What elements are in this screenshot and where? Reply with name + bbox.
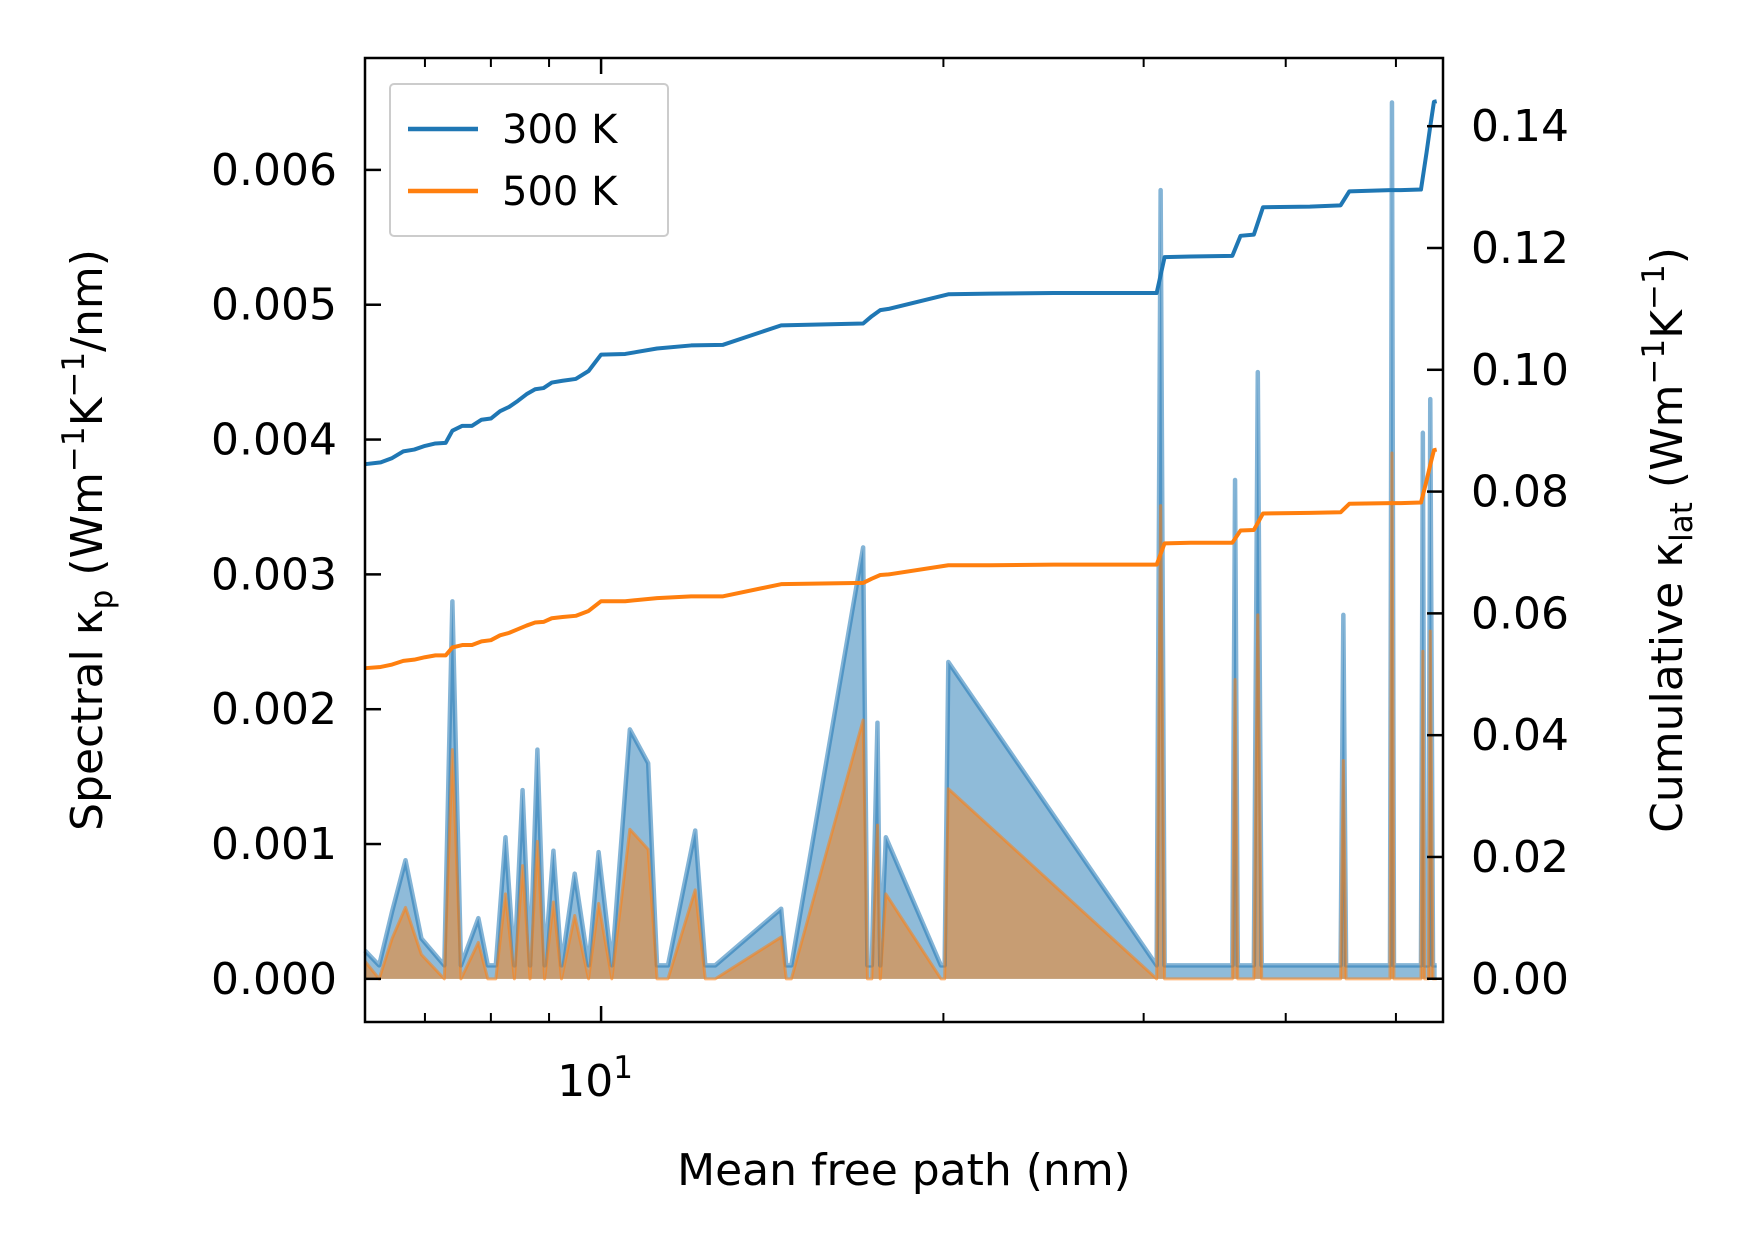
legend-box <box>389 83 669 237</box>
right-y-axis-title-units-k: K <box>1642 309 1693 339</box>
left-y-tick-label: 0.005 <box>211 280 337 331</box>
left-y-tick-label: 0.006 <box>211 145 337 196</box>
left-y-tick-label: 0.000 <box>211 954 337 1005</box>
left-y-tick-label: 0.001 <box>211 819 337 870</box>
left-y-tick-label: 0.002 <box>211 684 337 735</box>
left-y-axis-title-main: Spectral κ <box>62 609 113 831</box>
spectral-300k-line <box>363 100 1438 968</box>
left-y-axis-title: Spectral κp (Wm−1K−1/nm) <box>56 249 120 831</box>
plot-area <box>363 99 1438 981</box>
right-y-tick-label: 0.04 <box>1471 710 1569 761</box>
spectral-500k-area <box>365 453 1437 979</box>
right-y-axis-title-superscript-2: −1 <box>1636 264 1672 310</box>
right-y-axis-title-subscript: lat <box>1664 502 1700 542</box>
right-y-axis-title: Cumulative κlat (Wm−1K−1) <box>1636 247 1700 833</box>
x-tick-label-base: 10 <box>557 1056 613 1107</box>
axes: 0.000 0.001 0.002 0.003 0.004 0.005 0.006 0.00 0… <box>56 56 1700 1196</box>
right-y-axis-title-units: (Wm <box>1642 385 1693 503</box>
legend: 300 K 500 K <box>389 83 669 237</box>
x-tick-label-exponent: 1 <box>613 1050 633 1086</box>
left-y-axis-title-units-end: /nm) <box>62 249 113 352</box>
legend-label-1: 500 K <box>502 169 619 215</box>
right-y-tick-label: 0.06 <box>1471 588 1569 639</box>
right-y-tick-label: 0.00 <box>1471 954 1569 1005</box>
left-y-axis-title-superscript: −1 <box>56 426 92 472</box>
left-y-axis-title-superscript-2: −1 <box>56 352 92 398</box>
right-y-axis-title-units-end: ) <box>1642 247 1693 264</box>
right-y-tick-label: 0.14 <box>1471 101 1569 152</box>
left-y-tick-label: 0.003 <box>211 549 337 600</box>
cumulative-300k-line <box>364 99 1438 467</box>
left-y-axis-title-units-k: K <box>62 396 113 426</box>
cumulative-500k-line <box>364 447 1438 671</box>
x-axis-title: Mean free path (nm) <box>677 1145 1131 1196</box>
right-y-axis-title-superscript: −1 <box>1636 339 1672 385</box>
spectral-300k-area <box>365 102 1437 979</box>
left-y-tick-label: 0.004 <box>211 415 337 466</box>
right-y-tick-label: 0.10 <box>1471 345 1569 396</box>
left-y-axis-title-units: (Wm <box>62 472 113 590</box>
left-y-axis-title-subscript: p <box>84 590 120 610</box>
x-tick-label: 101 <box>557 1050 633 1107</box>
spectral-500k-line <box>363 451 1437 981</box>
right-y-tick-label: 0.02 <box>1471 832 1569 883</box>
legend-label-0: 300 K <box>502 107 619 153</box>
right-y-tick-label: 0.08 <box>1471 467 1569 518</box>
right-y-axis-title-main: Cumulative κ <box>1642 542 1693 833</box>
right-y-tick-label: 0.12 <box>1471 223 1569 274</box>
axes-frame <box>363 56 1445 1024</box>
